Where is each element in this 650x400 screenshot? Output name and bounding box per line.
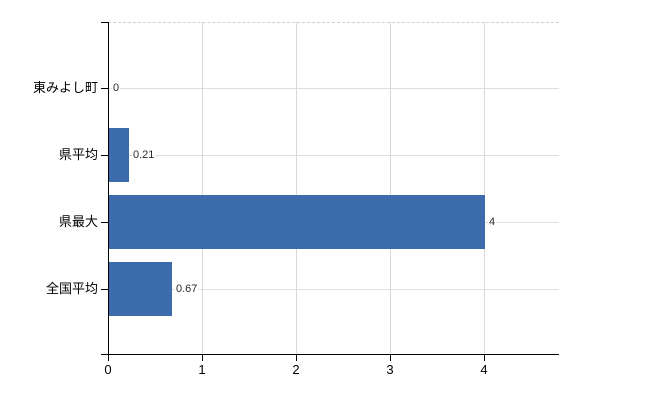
bar — [109, 195, 485, 249]
category-label: 県最大 — [58, 214, 98, 229]
category-tick — [101, 88, 108, 89]
horizontal-gridline — [109, 289, 559, 290]
x-axis-tick — [390, 355, 391, 361]
value-label: 0 — [112, 81, 121, 95]
value-label: 0.67 — [175, 282, 199, 296]
x-axis-tick — [108, 355, 109, 361]
plot-top-frame — [108, 22, 559, 23]
y-axis-line — [108, 22, 109, 354]
value-label: 0.21 — [132, 148, 156, 162]
category-tick — [101, 155, 108, 156]
category-label: 県平均 — [58, 147, 98, 162]
horizontal-gridline — [109, 155, 559, 156]
y-axis-top-tick — [101, 22, 108, 23]
vertical-gridline — [484, 22, 485, 354]
x-tick-label: 1 — [198, 362, 206, 377]
x-axis-tick — [202, 355, 203, 361]
category-label: 全国平均 — [45, 281, 98, 296]
horizontal-gridline — [109, 88, 559, 89]
bar — [109, 128, 129, 182]
bar — [109, 262, 172, 316]
x-tick-label: 3 — [386, 362, 394, 377]
x-axis-line — [101, 354, 559, 355]
vertical-gridline — [296, 22, 297, 354]
x-axis-tick — [296, 355, 297, 361]
x-axis-tick — [484, 355, 485, 361]
category-label: 東みよし町 — [32, 80, 98, 95]
x-tick-label: 2 — [292, 362, 300, 377]
vertical-gridline — [202, 22, 203, 354]
x-tick-label: 0 — [104, 362, 112, 377]
vertical-gridline — [390, 22, 391, 354]
value-label: 4 — [488, 215, 497, 229]
category-tick — [101, 222, 108, 223]
category-tick — [101, 289, 108, 290]
x-tick-label: 4 — [480, 362, 488, 377]
